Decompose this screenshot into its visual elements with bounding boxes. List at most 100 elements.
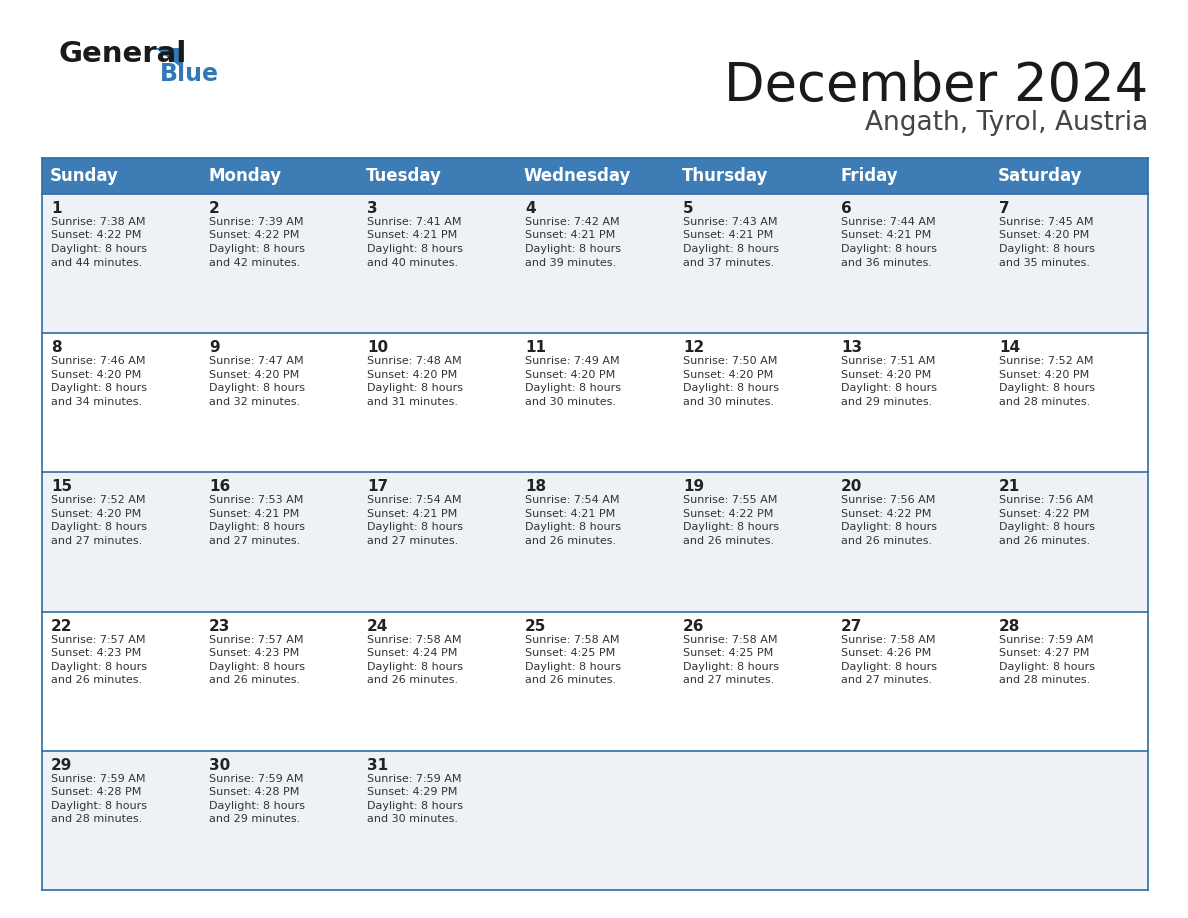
Text: Sunset: 4:29 PM: Sunset: 4:29 PM <box>367 788 457 798</box>
Text: Daylight: 8 hours: Daylight: 8 hours <box>367 800 463 811</box>
Text: Sunrise: 7:44 AM: Sunrise: 7:44 AM <box>841 217 936 227</box>
Text: Sunrise: 7:59 AM: Sunrise: 7:59 AM <box>209 774 303 784</box>
Text: Sunrise: 7:53 AM: Sunrise: 7:53 AM <box>209 496 303 506</box>
Text: 8: 8 <box>51 341 62 355</box>
Text: Sunset: 4:20 PM: Sunset: 4:20 PM <box>209 370 299 380</box>
Text: Sunset: 4:23 PM: Sunset: 4:23 PM <box>51 648 141 658</box>
Text: Sunrise: 7:38 AM: Sunrise: 7:38 AM <box>51 217 145 227</box>
Text: Daylight: 8 hours: Daylight: 8 hours <box>209 662 305 672</box>
Text: Daylight: 8 hours: Daylight: 8 hours <box>51 800 147 811</box>
Text: Daylight: 8 hours: Daylight: 8 hours <box>525 244 621 254</box>
Text: Sunset: 4:28 PM: Sunset: 4:28 PM <box>209 788 299 798</box>
Text: and 30 minutes.: and 30 minutes. <box>525 397 617 407</box>
Bar <box>42 473 1148 611</box>
Text: and 26 minutes.: and 26 minutes. <box>209 675 301 685</box>
Text: Daylight: 8 hours: Daylight: 8 hours <box>367 244 463 254</box>
Text: and 28 minutes.: and 28 minutes. <box>51 814 143 824</box>
Text: Sunrise: 7:58 AM: Sunrise: 7:58 AM <box>683 634 777 644</box>
Text: and 30 minutes.: and 30 minutes. <box>367 814 459 824</box>
Text: General: General <box>58 40 187 68</box>
Text: 2: 2 <box>209 201 220 216</box>
Text: Sunrise: 7:57 AM: Sunrise: 7:57 AM <box>51 634 145 644</box>
Text: and 31 minutes.: and 31 minutes. <box>367 397 459 407</box>
Text: Daylight: 8 hours: Daylight: 8 hours <box>841 383 937 393</box>
Text: and 36 minutes.: and 36 minutes. <box>841 258 933 267</box>
Polygon shape <box>154 48 182 68</box>
Text: Daylight: 8 hours: Daylight: 8 hours <box>367 522 463 532</box>
Text: Daylight: 8 hours: Daylight: 8 hours <box>51 244 147 254</box>
Text: Daylight: 8 hours: Daylight: 8 hours <box>841 662 937 672</box>
Text: 12: 12 <box>683 341 704 355</box>
Text: Daylight: 8 hours: Daylight: 8 hours <box>999 662 1095 672</box>
Text: and 26 minutes.: and 26 minutes. <box>525 536 617 546</box>
Text: and 35 minutes.: and 35 minutes. <box>999 258 1091 267</box>
Text: Sunset: 4:20 PM: Sunset: 4:20 PM <box>683 370 773 380</box>
Text: and 30 minutes.: and 30 minutes. <box>683 397 775 407</box>
Text: and 26 minutes.: and 26 minutes. <box>999 536 1091 546</box>
Text: Sunday: Sunday <box>50 167 119 185</box>
Text: and 27 minutes.: and 27 minutes. <box>683 675 775 685</box>
Text: Daylight: 8 hours: Daylight: 8 hours <box>367 662 463 672</box>
Text: and 26 minutes.: and 26 minutes. <box>683 536 775 546</box>
Text: 7: 7 <box>999 201 1010 216</box>
Text: 17: 17 <box>367 479 388 495</box>
Text: Sunrise: 7:42 AM: Sunrise: 7:42 AM <box>525 217 620 227</box>
Text: Sunrise: 7:43 AM: Sunrise: 7:43 AM <box>683 217 777 227</box>
Text: 28: 28 <box>999 619 1020 633</box>
Text: 3: 3 <box>367 201 378 216</box>
Text: 1: 1 <box>51 201 62 216</box>
Text: Sunrise: 7:45 AM: Sunrise: 7:45 AM <box>999 217 1093 227</box>
Text: Daylight: 8 hours: Daylight: 8 hours <box>999 383 1095 393</box>
Text: 10: 10 <box>367 341 388 355</box>
Text: and 27 minutes.: and 27 minutes. <box>841 675 933 685</box>
Text: Sunrise: 7:54 AM: Sunrise: 7:54 AM <box>367 496 461 506</box>
Text: and 26 minutes.: and 26 minutes. <box>525 675 617 685</box>
Text: Sunset: 4:21 PM: Sunset: 4:21 PM <box>841 230 931 241</box>
Text: Daylight: 8 hours: Daylight: 8 hours <box>209 383 305 393</box>
Text: Angath, Tyrol, Austria: Angath, Tyrol, Austria <box>865 110 1148 136</box>
Text: Sunrise: 7:39 AM: Sunrise: 7:39 AM <box>209 217 303 227</box>
Text: Daylight: 8 hours: Daylight: 8 hours <box>51 662 147 672</box>
Text: 23: 23 <box>209 619 230 633</box>
Text: 9: 9 <box>209 341 220 355</box>
Text: 20: 20 <box>841 479 862 495</box>
Text: 5: 5 <box>683 201 694 216</box>
Text: 24: 24 <box>367 619 388 633</box>
Text: Sunset: 4:24 PM: Sunset: 4:24 PM <box>367 648 457 658</box>
Text: Daylight: 8 hours: Daylight: 8 hours <box>209 522 305 532</box>
Text: Daylight: 8 hours: Daylight: 8 hours <box>841 522 937 532</box>
Text: Daylight: 8 hours: Daylight: 8 hours <box>367 383 463 393</box>
Text: Sunrise: 7:48 AM: Sunrise: 7:48 AM <box>367 356 462 366</box>
Text: Sunrise: 7:56 AM: Sunrise: 7:56 AM <box>999 496 1093 506</box>
Text: and 27 minutes.: and 27 minutes. <box>367 536 459 546</box>
Text: Daylight: 8 hours: Daylight: 8 hours <box>525 383 621 393</box>
Text: and 32 minutes.: and 32 minutes. <box>209 397 301 407</box>
Text: Sunrise: 7:54 AM: Sunrise: 7:54 AM <box>525 496 619 506</box>
Text: Sunrise: 7:59 AM: Sunrise: 7:59 AM <box>367 774 461 784</box>
Text: Sunset: 4:28 PM: Sunset: 4:28 PM <box>51 788 141 798</box>
Text: 16: 16 <box>209 479 230 495</box>
Text: Sunrise: 7:58 AM: Sunrise: 7:58 AM <box>525 634 619 644</box>
Bar <box>42 333 1148 473</box>
Text: 19: 19 <box>683 479 704 495</box>
Text: Sunset: 4:25 PM: Sunset: 4:25 PM <box>525 648 615 658</box>
Text: Sunset: 4:20 PM: Sunset: 4:20 PM <box>525 370 615 380</box>
Text: and 28 minutes.: and 28 minutes. <box>999 675 1091 685</box>
Text: Wednesday: Wednesday <box>524 167 631 185</box>
Text: 11: 11 <box>525 341 546 355</box>
Bar <box>42 158 1148 194</box>
Text: Daylight: 8 hours: Daylight: 8 hours <box>683 662 779 672</box>
Text: Sunset: 4:27 PM: Sunset: 4:27 PM <box>999 648 1089 658</box>
Text: Sunset: 4:22 PM: Sunset: 4:22 PM <box>999 509 1089 519</box>
Text: and 27 minutes.: and 27 minutes. <box>209 536 301 546</box>
Text: Sunrise: 7:55 AM: Sunrise: 7:55 AM <box>683 496 777 506</box>
Text: Sunrise: 7:52 AM: Sunrise: 7:52 AM <box>51 496 145 506</box>
Text: Sunrise: 7:49 AM: Sunrise: 7:49 AM <box>525 356 620 366</box>
Text: and 34 minutes.: and 34 minutes. <box>51 397 143 407</box>
Text: Daylight: 8 hours: Daylight: 8 hours <box>683 522 779 532</box>
Text: Sunset: 4:21 PM: Sunset: 4:21 PM <box>367 509 457 519</box>
Text: Daylight: 8 hours: Daylight: 8 hours <box>999 522 1095 532</box>
Text: Daylight: 8 hours: Daylight: 8 hours <box>525 662 621 672</box>
Text: Daylight: 8 hours: Daylight: 8 hours <box>841 244 937 254</box>
Text: 15: 15 <box>51 479 72 495</box>
